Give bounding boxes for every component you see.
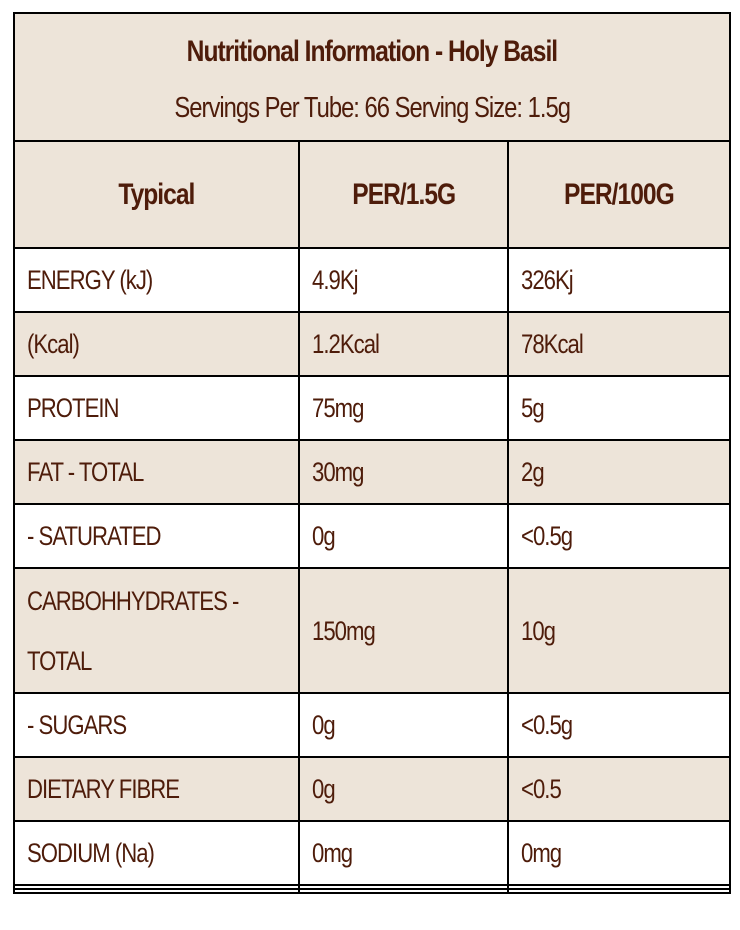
per-serving-value: 30mg [312, 456, 364, 487]
per-serving-value: 0g [312, 709, 336, 740]
value-cell: 2g [507, 439, 731, 505]
value-cell: 0g [298, 503, 509, 569]
serving-info: Servings Per Tube: 66 Serving Size: 1.5g [174, 92, 571, 124]
per-100g-value: 326Kj [521, 264, 574, 295]
header-cell: Typical [13, 140, 300, 249]
value-cell: 0g [298, 756, 509, 822]
value-cell: 10g [507, 567, 731, 694]
empty-row [13, 888, 731, 894]
header-cell: PER/1.5G [298, 140, 509, 249]
header-label: PER/1.5G [352, 177, 456, 211]
value-cell: <0.5g [507, 692, 731, 758]
nutrition-table: Nutritional Information - Holy Basil Ser… [13, 12, 731, 894]
header-row: Typical PER/1.5G PER/100G [13, 140, 731, 249]
value-cell: 5g [507, 375, 731, 441]
per-100g-value: <0.5 [521, 773, 562, 804]
per-serving-value: 75mg [312, 392, 364, 423]
nutrient-label: DIETARY FIBRE [27, 773, 180, 804]
nutrient-cell: FAT - TOTAL [13, 439, 300, 505]
per-100g-value: 78Kcal [521, 328, 584, 359]
title-row: Nutritional Information - Holy Basil Ser… [13, 12, 731, 142]
table-row: PROTEIN 75mg 5g [13, 375, 731, 441]
header-label: Typical [118, 177, 195, 211]
table-row: CARBOHHYDRATES - TOTAL 150mg 10g [13, 567, 731, 694]
per-100g-value: 0mg [521, 837, 562, 868]
per-serving-value: 150mg [312, 615, 376, 646]
per-100g-value: 10g [521, 615, 556, 646]
table-title: Nutritional Information - Holy Basil [186, 35, 558, 68]
per-serving-value: 4.9Kj [312, 264, 359, 295]
empty-cell [13, 888, 300, 894]
value-cell: 0mg [507, 820, 731, 886]
header-label: PER/100G [564, 177, 675, 211]
value-cell: 78Kcal [507, 311, 731, 377]
table-row: DIETARY FIBRE 0g <0.5 [13, 756, 731, 822]
per-serving-value: 0g [312, 520, 336, 551]
value-cell: <0.5 [507, 756, 731, 822]
nutrient-label: ENERGY (kJ) [27, 264, 153, 295]
nutrient-label: CARBOHHYDRATES - TOTAL [27, 585, 239, 676]
header-cell: PER/100G [507, 140, 731, 249]
nutrient-cell: (Kcal) [13, 311, 300, 377]
table-row: ENERGY (kJ) 4.9Kj 326Kj [13, 247, 731, 313]
value-cell: 326Kj [507, 247, 731, 313]
value-cell: 4.9Kj [298, 247, 509, 313]
value-cell: 1.2Kcal [298, 311, 509, 377]
table-row: SODIUM (Na) 0mg 0mg [13, 820, 731, 886]
nutrient-cell: ENERGY (kJ) [13, 247, 300, 313]
value-cell: 30mg [298, 439, 509, 505]
table-row: (Kcal) 1.2Kcal 78Kcal [13, 311, 731, 377]
table-row: FAT - TOTAL 30mg 2g [13, 439, 731, 505]
per-100g-value: <0.5g [521, 709, 573, 740]
nutrient-cell: SODIUM (Na) [13, 820, 300, 886]
title-cell: Nutritional Information - Holy Basil Ser… [13, 12, 731, 142]
empty-row [13, 884, 731, 890]
empty-cell [298, 884, 509, 890]
per-100g-value: 2g [521, 456, 545, 487]
nutrient-label: - SATURATED [27, 520, 161, 551]
per-serving-value: 0g [312, 773, 336, 804]
table-row: - SATURATED 0g <0.5g [13, 503, 731, 569]
nutrient-label: FAT - TOTAL [27, 456, 144, 487]
per-serving-value: 1.2Kcal [312, 328, 380, 359]
per-100g-value: 5g [521, 392, 545, 423]
nutrient-cell: - SATURATED [13, 503, 300, 569]
nutrient-cell: CARBOHHYDRATES - TOTAL [13, 567, 300, 694]
nutrient-label: PROTEIN [27, 392, 120, 423]
nutrient-cell: DIETARY FIBRE [13, 756, 300, 822]
empty-cell [507, 884, 731, 890]
nutrient-cell: - SUGARS [13, 692, 300, 758]
per-100g-value: <0.5g [521, 520, 573, 551]
empty-cell [298, 888, 509, 894]
nutrient-label: - SUGARS [27, 709, 127, 740]
value-cell: 0g [298, 692, 509, 758]
nutrient-label: SODIUM (Na) [27, 837, 155, 868]
empty-cell [13, 884, 300, 890]
table-row: - SUGARS 0g <0.5g [13, 692, 731, 758]
value-cell: 75mg [298, 375, 509, 441]
nutrient-label: (Kcal) [27, 328, 80, 359]
value-cell: 0mg [298, 820, 509, 886]
per-serving-value: 0mg [312, 837, 353, 868]
value-cell: <0.5g [507, 503, 731, 569]
value-cell: 150mg [298, 567, 509, 694]
empty-cell [507, 888, 731, 894]
nutrient-cell: PROTEIN [13, 375, 300, 441]
